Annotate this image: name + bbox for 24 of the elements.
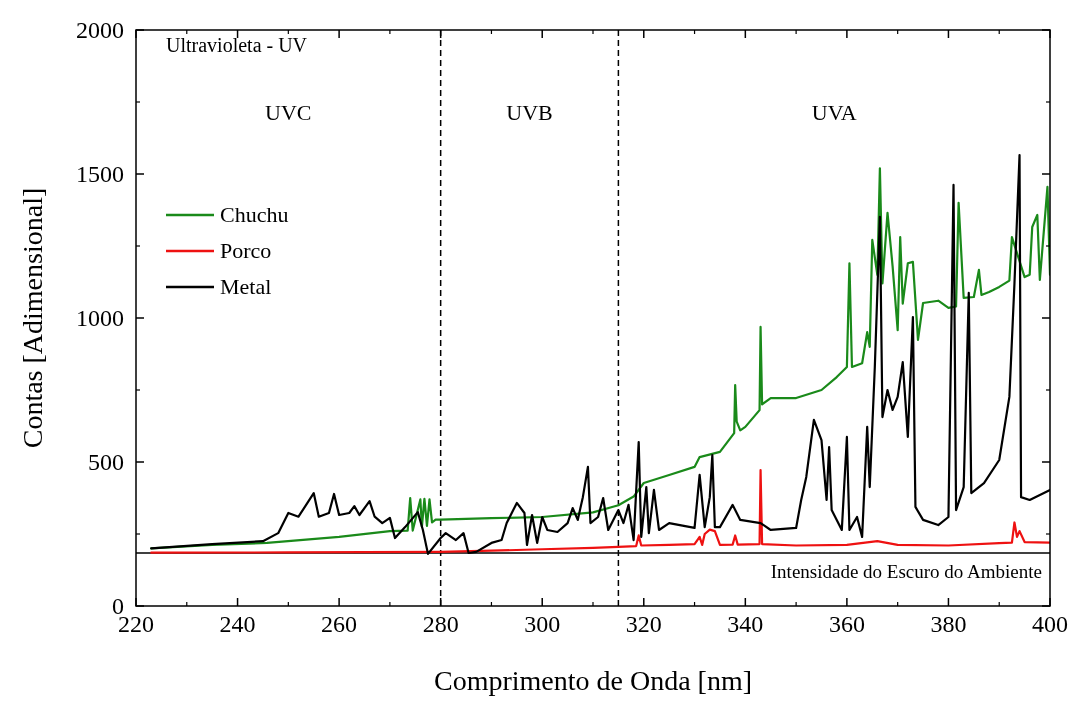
x-tick-label: 400 [1032,611,1068,637]
legend-label: Chuchu [220,202,289,227]
x-tick-label: 280 [422,611,459,637]
annotation: UVB [506,100,553,125]
legend-label: Metal [220,274,272,299]
y-tick-label: 2000 [76,17,124,43]
x-tick-label: 300 [524,611,561,637]
x-tick-label: 380 [930,611,967,637]
x-tick-label: 240 [219,611,256,637]
x-tick-label: 340 [727,611,764,637]
y-axis-title: Contas [Adimensional] [17,187,48,449]
y-tick-label: 1000 [76,305,124,331]
x-tick-label: 360 [828,611,865,637]
annotation: UVC [265,100,312,125]
annotation: Ultravioleta - UV [166,34,308,56]
y-tick-label: 500 [88,449,124,475]
ref-line-label: Intensidade do Escuro do Ambiente [770,561,1042,583]
legend-label: Porco [220,238,272,263]
x-tick-label: 320 [625,611,662,637]
line-series [150,468,1050,554]
y-tick-label: 1500 [76,161,124,187]
x-tick-label: 260 [321,611,358,637]
x-axis-title: Comprimento de Onda [nm] [433,665,753,696]
annotation: UVA [811,100,857,125]
